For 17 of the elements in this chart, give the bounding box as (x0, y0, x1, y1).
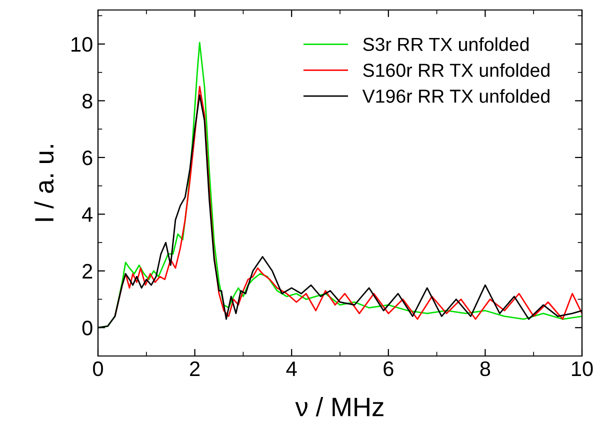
y-tick-label: 2 (82, 264, 92, 278)
y-tick-label: 0 (82, 320, 92, 336)
x-tick-label: 0 (93, 361, 103, 376)
y-tick-label: 8 (82, 94, 92, 109)
x-tick-label: 10 (572, 361, 593, 376)
x-axis-title: ν / MHz (295, 396, 384, 416)
y-tick-label: 6 (82, 150, 92, 166)
y-tick-label: 10 (72, 37, 92, 52)
legend-label: S3r RR TX unfolded (363, 37, 529, 52)
legend-label: S160r RR TX unfolded (363, 63, 550, 77)
x-tick-label: 8 (480, 361, 490, 376)
legend-label: V196r RR TX unfolded (362, 89, 550, 103)
y-axis-title: I / a. u. (34, 145, 54, 221)
x-tick-label: 6 (384, 361, 394, 376)
x-tick-label: 4 (286, 362, 297, 376)
y-tick-label: 4 (82, 207, 93, 222)
x-tick-label: 2 (190, 361, 200, 376)
